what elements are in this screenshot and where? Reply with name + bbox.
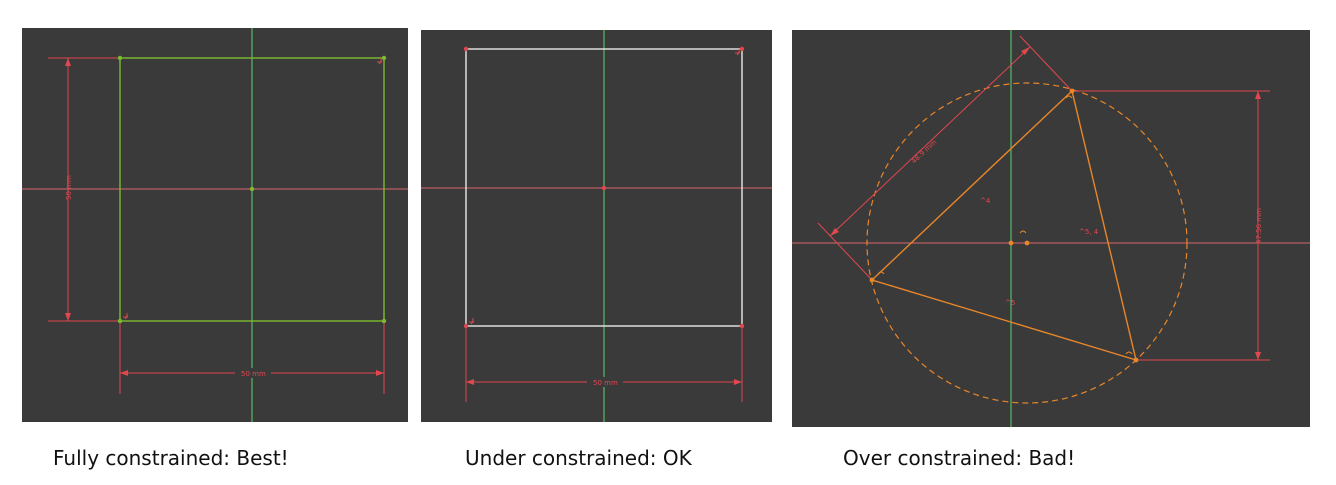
corner-point xyxy=(463,323,469,329)
under-constrained-sketch: 50 mm xyxy=(421,30,772,422)
constraint-icon xyxy=(123,313,129,320)
corner-point xyxy=(739,46,745,52)
horizontal-dimension-label: 50 mm xyxy=(241,370,266,378)
over-constrained-sketch: 47.56 mm 48.9 mm ^4 ^5, 4 ^5 xyxy=(792,30,1310,427)
corner-point xyxy=(117,318,123,324)
fully-constrained-panel: 50 mm 50 mm xyxy=(22,28,408,422)
over-constrained-caption: Over constrained: Bad! xyxy=(843,446,1076,470)
construction-circle xyxy=(866,82,1188,404)
constraint-icon xyxy=(735,49,741,56)
constraint-icon xyxy=(469,318,475,325)
angle-label: ^5 xyxy=(1005,299,1015,307)
constraint-icon xyxy=(1065,95,1073,99)
circle-center-point xyxy=(1024,240,1030,246)
origin-point xyxy=(1008,240,1014,246)
vertex-point xyxy=(1069,88,1075,94)
corner-point xyxy=(381,318,387,324)
angle-label: ^4 xyxy=(980,197,991,205)
triangle xyxy=(870,89,1137,362)
vertex-point xyxy=(1133,357,1139,363)
vertical-dimension-label: 50 mm xyxy=(65,175,73,200)
constraint-icon xyxy=(877,271,885,275)
under-constrained-caption: Under constrained: OK xyxy=(465,446,692,470)
corner-point xyxy=(739,323,745,329)
horizontal-dimension-label: 50 mm xyxy=(593,379,618,387)
under-constrained-panel: 50 mm xyxy=(421,30,772,422)
corner-point xyxy=(117,55,123,61)
constraint-icon xyxy=(377,58,383,65)
diagonal-dimension xyxy=(829,46,1031,237)
constrained-square xyxy=(119,57,385,322)
corner-point xyxy=(381,55,387,61)
center-point xyxy=(249,186,255,192)
center-point xyxy=(601,185,607,191)
constraint-icon xyxy=(1019,230,1027,234)
unconstrained-square xyxy=(465,48,743,327)
fully-constrained-sketch: 50 mm 50 mm xyxy=(22,28,408,422)
vertical-dimension-label: 47.56 mm xyxy=(1255,208,1263,244)
constraint-icon xyxy=(1125,351,1133,355)
vertex-point xyxy=(869,277,875,283)
corner-point xyxy=(463,46,469,52)
diagonal-dimension-label: 48.9 mm xyxy=(910,138,939,165)
fully-constrained-caption: Fully constrained: Best! xyxy=(53,446,289,470)
over-constrained-panel: 47.56 mm 48.9 mm ^4 ^5, 4 ^5 xyxy=(792,30,1310,427)
angle-label: ^5, 4 xyxy=(1079,228,1099,236)
